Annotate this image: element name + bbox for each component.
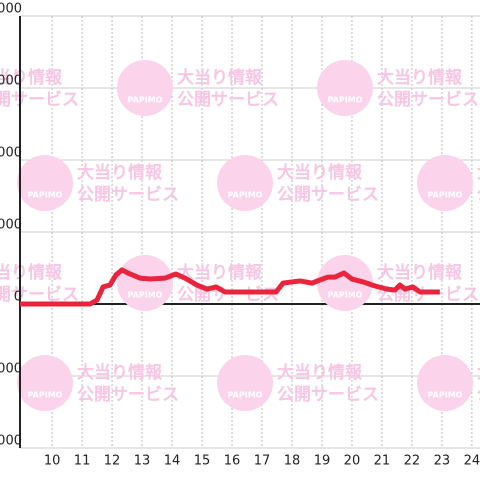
x-tick-label: 18 bbox=[284, 454, 301, 469]
watermark-logo bbox=[17, 155, 73, 211]
watermark: PAPIMO大当り情報公開サービスPAPIMO大当り情報公開サービスPAPIMO… bbox=[0, 60, 480, 411]
watermark-logo bbox=[317, 60, 373, 116]
watermark-title: 大当り情報 bbox=[177, 262, 263, 283]
watermark-subtitle: 公開サービス bbox=[177, 285, 279, 305]
watermark-title: 大当り情報 bbox=[477, 162, 480, 183]
watermark-logo bbox=[217, 155, 273, 211]
plot: 10 11 12 13 14 15 16 17 18 19 20 21 22 23 24 -6,000 -3,0… bbox=[0, 2, 480, 469]
y-tick-label: 3,000 bbox=[0, 218, 22, 233]
x-tick-label: 13 bbox=[134, 454, 151, 469]
y-tick-label: -6,000 bbox=[0, 434, 22, 449]
watermark-subtitle: 公開サービス bbox=[177, 90, 279, 110]
y-tick-label: 12,000 bbox=[0, 2, 22, 17]
x-tick-label: 11 bbox=[74, 454, 91, 469]
y-tick-label: -3,000 bbox=[0, 362, 22, 377]
x-tick-label: 14 bbox=[164, 454, 181, 469]
watermark-title: 大当り情報 bbox=[0, 67, 63, 88]
x-tick-label: 21 bbox=[374, 454, 391, 469]
x-tick-label: 23 bbox=[434, 454, 451, 469]
watermark-logo bbox=[217, 355, 273, 411]
watermark-subtitle: 公開サービス bbox=[77, 385, 179, 405]
watermark-logo bbox=[417, 155, 473, 211]
watermark-brand: PAPIMO bbox=[428, 191, 463, 200]
watermark-title: 大当り情報 bbox=[277, 362, 363, 383]
x-tick-label: 20 bbox=[344, 454, 361, 469]
watermark-title: 大当り情報 bbox=[477, 362, 480, 383]
watermark-title: 大当り情報 bbox=[0, 262, 63, 283]
x-tick-label: 22 bbox=[404, 454, 421, 469]
watermark-brand: PAPIMO bbox=[28, 391, 63, 400]
watermark-title: 大当り情報 bbox=[377, 67, 463, 88]
x-tick-label: 16 bbox=[224, 454, 241, 469]
watermark-title: 大当り情報 bbox=[77, 362, 163, 383]
watermark-logo bbox=[417, 355, 473, 411]
watermark-brand: PAPIMO bbox=[128, 96, 163, 105]
watermark-subtitle: 公開サービス bbox=[477, 385, 480, 405]
watermark-title: 大当り情報 bbox=[77, 162, 163, 183]
watermark-subtitle: 公開サービス bbox=[277, 385, 379, 405]
watermark-title: 大当り情報 bbox=[177, 67, 263, 88]
watermark-brand: PAPIMO bbox=[128, 291, 163, 300]
watermark-brand: PAPIMO bbox=[428, 391, 463, 400]
x-tick-label: 15 bbox=[194, 454, 211, 469]
watermark-brand: PAPIMO bbox=[328, 291, 363, 300]
y-tick-label: 9,000 bbox=[0, 74, 22, 89]
x-tick-label: 24 bbox=[464, 454, 480, 469]
watermark-brand: PAPIMO bbox=[228, 191, 263, 200]
watermark-title: 大当り情報 bbox=[277, 162, 363, 183]
watermark-logo bbox=[117, 255, 173, 311]
watermark-subtitle: 公開サービス bbox=[0, 90, 79, 110]
watermark-subtitle: 公開サービス bbox=[377, 90, 479, 110]
watermark-brand: PAPIMO bbox=[28, 191, 63, 200]
watermark-subtitle: 公開サービス bbox=[77, 185, 179, 205]
watermark-logo bbox=[17, 355, 73, 411]
y-tick-label: 6,000 bbox=[0, 146, 22, 161]
watermark-subtitle: 公開サービス bbox=[477, 185, 480, 205]
watermark-subtitle: 公開サービス bbox=[277, 185, 379, 205]
x-tick-label: 19 bbox=[314, 454, 331, 469]
data-line bbox=[20, 267, 440, 307]
x-tick-label: 10 bbox=[44, 454, 61, 469]
x-tick-label: 12 bbox=[104, 454, 121, 469]
watermark-title: 大当り情報 bbox=[377, 262, 463, 283]
watermark-logo bbox=[117, 60, 173, 116]
watermark-brand: PAPIMO bbox=[228, 391, 263, 400]
watermark-logo bbox=[317, 255, 373, 311]
watermark-brand: PAPIMO bbox=[328, 96, 363, 105]
y-tick-label: 0 bbox=[14, 290, 22, 305]
x-tick-label: 17 bbox=[254, 454, 271, 469]
